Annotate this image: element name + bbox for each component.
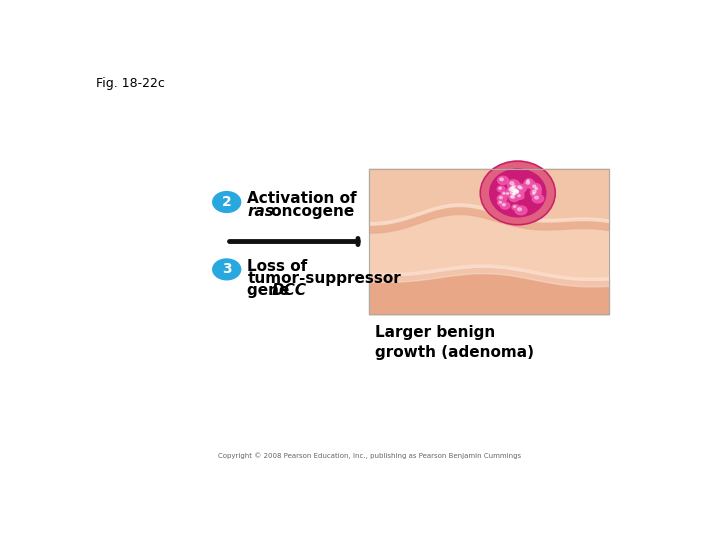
Circle shape xyxy=(511,192,518,198)
Circle shape xyxy=(499,197,503,199)
Circle shape xyxy=(510,188,520,195)
Circle shape xyxy=(531,184,541,191)
Circle shape xyxy=(510,181,514,185)
Circle shape xyxy=(510,183,521,191)
Circle shape xyxy=(499,201,501,203)
Circle shape xyxy=(523,180,535,188)
Circle shape xyxy=(513,189,516,192)
Circle shape xyxy=(498,200,505,206)
Circle shape xyxy=(503,204,505,206)
Circle shape xyxy=(533,192,535,194)
Circle shape xyxy=(513,206,516,207)
Circle shape xyxy=(526,179,533,184)
Circle shape xyxy=(500,178,503,181)
Circle shape xyxy=(511,192,519,198)
Circle shape xyxy=(515,206,527,215)
Circle shape xyxy=(506,193,509,194)
Circle shape xyxy=(500,202,510,209)
Bar xyxy=(369,168,609,314)
Circle shape xyxy=(503,192,505,194)
Circle shape xyxy=(513,193,515,195)
Bar xyxy=(369,168,609,314)
Text: Loss of: Loss of xyxy=(248,259,307,274)
Circle shape xyxy=(498,186,505,192)
Text: DCC: DCC xyxy=(272,284,307,299)
Ellipse shape xyxy=(490,169,546,217)
Circle shape xyxy=(509,185,519,193)
Circle shape xyxy=(526,181,530,184)
Circle shape xyxy=(508,180,519,188)
Circle shape xyxy=(514,191,518,194)
Text: Activation of: Activation of xyxy=(248,191,357,206)
Text: growth (adenoma): growth (adenoma) xyxy=(374,346,534,360)
Circle shape xyxy=(532,194,544,203)
Ellipse shape xyxy=(482,163,554,224)
Text: Copyright © 2008 Pearson Education, Inc., publishing as Pearson Benjamin Cumming: Copyright © 2008 Pearson Education, Inc.… xyxy=(218,453,521,459)
Circle shape xyxy=(518,195,521,197)
Circle shape xyxy=(499,187,501,189)
Text: oncogene: oncogene xyxy=(266,204,354,219)
Circle shape xyxy=(535,196,539,199)
Text: gene: gene xyxy=(248,284,295,299)
Circle shape xyxy=(516,191,518,192)
Circle shape xyxy=(514,189,518,192)
Circle shape xyxy=(516,193,524,199)
Circle shape xyxy=(516,184,526,191)
Text: tumor-suppressor: tumor-suppressor xyxy=(248,271,401,286)
Circle shape xyxy=(516,191,518,193)
Circle shape xyxy=(531,188,541,197)
Circle shape xyxy=(512,187,523,195)
Circle shape xyxy=(509,194,519,201)
Circle shape xyxy=(213,192,240,212)
Circle shape xyxy=(533,185,536,187)
Circle shape xyxy=(508,185,519,194)
Circle shape xyxy=(531,191,539,197)
Circle shape xyxy=(513,190,516,192)
Circle shape xyxy=(512,185,516,187)
Circle shape xyxy=(513,193,516,195)
Text: ras: ras xyxy=(248,204,274,219)
Circle shape xyxy=(510,196,513,198)
Circle shape xyxy=(509,188,513,191)
Circle shape xyxy=(510,191,514,194)
Circle shape xyxy=(514,189,523,195)
Circle shape xyxy=(513,189,523,197)
Circle shape xyxy=(498,176,508,185)
Text: 2: 2 xyxy=(222,195,232,209)
Circle shape xyxy=(534,186,541,192)
Ellipse shape xyxy=(480,161,556,225)
Circle shape xyxy=(535,187,538,190)
Circle shape xyxy=(213,259,240,280)
Circle shape xyxy=(518,186,521,188)
Circle shape xyxy=(505,192,512,197)
Circle shape xyxy=(518,185,526,192)
Text: Fig. 18-22c: Fig. 18-22c xyxy=(96,77,164,90)
Circle shape xyxy=(510,187,522,195)
Circle shape xyxy=(512,205,519,210)
Circle shape xyxy=(519,187,522,189)
Circle shape xyxy=(509,194,516,200)
Text: 3: 3 xyxy=(222,262,232,276)
Circle shape xyxy=(501,191,508,197)
Circle shape xyxy=(508,190,520,199)
Circle shape xyxy=(510,187,513,190)
Circle shape xyxy=(511,196,515,198)
Circle shape xyxy=(533,190,536,193)
Circle shape xyxy=(511,189,523,198)
Circle shape xyxy=(498,195,507,202)
Circle shape xyxy=(507,187,517,194)
Circle shape xyxy=(511,187,514,189)
Circle shape xyxy=(518,208,521,211)
Circle shape xyxy=(527,180,529,181)
Text: Larger benign: Larger benign xyxy=(374,326,495,341)
